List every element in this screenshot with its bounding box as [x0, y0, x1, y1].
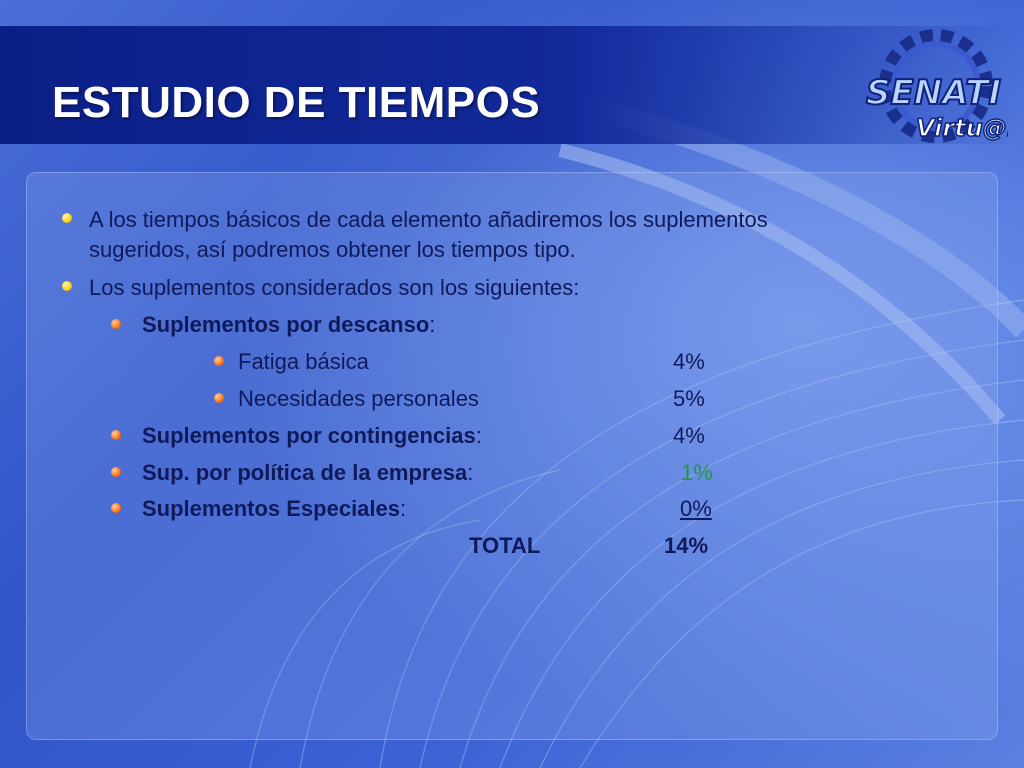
sub-bullet-dot: [111, 430, 121, 440]
sub-sub-bullet-dot: [214, 393, 224, 403]
fatiga-value: 4%: [673, 349, 705, 374]
logo-top-text: SENATI: [866, 73, 1001, 113]
contingencias-value: 4%: [673, 423, 705, 448]
sub-bullet-dot: [111, 319, 121, 329]
bullet-text: A los tiempos básicos de cada elemento a…: [89, 207, 768, 232]
total-value: 14%: [664, 533, 709, 558]
colon: :: [475, 423, 482, 448]
gear-icon: [879, 29, 993, 143]
colon: :: [429, 312, 436, 337]
senati-virtual-logo: SENATI Virtu@l: [865, 29, 1008, 143]
contingencias-item: Suplementos por contingencias:: [142, 423, 482, 449]
content-panel: [26, 172, 998, 740]
sub-bullet-dot: [111, 467, 121, 477]
especiales-value: 0%: [680, 496, 712, 521]
total-label: TOTAL: [469, 533, 541, 558]
fatiga-label: Fatiga básica: [238, 349, 369, 374]
especiales-item: Suplementos Especiales:: [142, 496, 406, 522]
title-band: [0, 26, 1024, 144]
bullet-text-continuation: sugeridos, así podremos obtener los tiem…: [89, 237, 576, 262]
bullet-dot: [62, 213, 72, 223]
descanso-label: Suplementos por descanso: [142, 312, 430, 337]
slide-title: ESTUDIO DE TIEMPOS: [52, 78, 541, 127]
contingencias-label: Suplementos por contingencias: [142, 423, 476, 448]
politica-label: Sup. por política de la empresa: [142, 460, 468, 485]
logo-bottom-text: Virtu@l: [916, 114, 1008, 142]
politica-item: Sup. por política de la empresa:: [142, 460, 473, 486]
bullet-dot: [62, 281, 72, 291]
descanso-item: Suplementos por descanso:: [142, 312, 435, 338]
necesidades-value: 5%: [673, 386, 705, 411]
sub-sub-bullet-dot: [214, 356, 224, 366]
colon: :: [467, 460, 474, 485]
sub-bullet-dot: [111, 503, 121, 513]
politica-value: 1%: [681, 460, 713, 485]
necesidades-label: Necesidades personales: [238, 386, 479, 411]
especiales-label: Suplementos Especiales: [142, 496, 400, 521]
colon: :: [400, 496, 407, 521]
bullet-text: Los suplementos considerados son los sig…: [89, 275, 580, 300]
